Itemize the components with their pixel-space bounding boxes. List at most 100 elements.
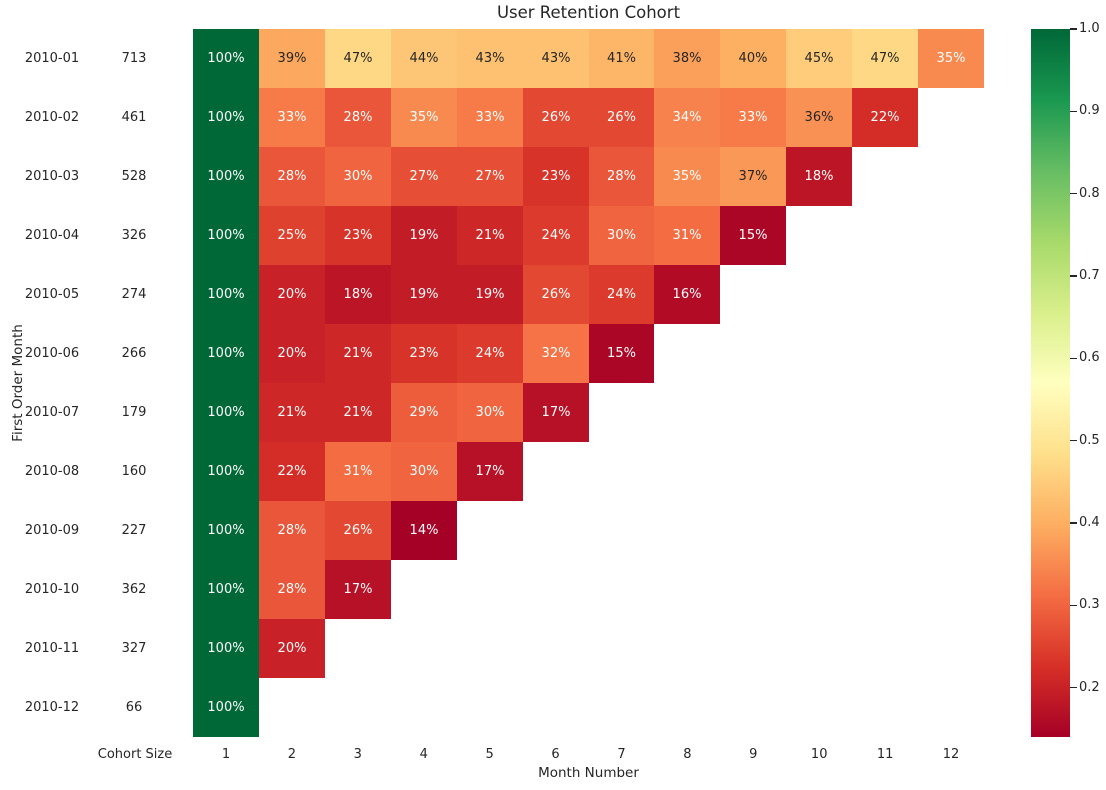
x-tick-label: 4 <box>419 747 428 762</box>
row-label: 2010-11 327 <box>0 619 193 678</box>
x-tick-label: 10 <box>810 747 828 762</box>
heatmap-cell: 28% <box>259 560 325 619</box>
row-cohort-size: 160 <box>121 464 147 479</box>
heatmap-cell: 16% <box>654 265 720 324</box>
colorbar-tick-label: 0.9 <box>1079 103 1100 119</box>
heatmap-cell: 23% <box>523 147 589 206</box>
colorbar-tick-mark <box>1070 439 1077 442</box>
heatmap-cell: 35% <box>918 29 984 88</box>
x-tick-label: 11 <box>876 747 894 762</box>
heatmap-cell: 35% <box>391 88 457 147</box>
row-label: 2010-08 160 <box>0 442 193 501</box>
heatmap-cell: 26% <box>325 501 391 560</box>
heatmap-cell: 30% <box>457 383 523 442</box>
heatmap-cell: 29% <box>391 383 457 442</box>
x-tick-label: 9 <box>749 747 758 762</box>
heatmap-cell: 26% <box>523 88 589 147</box>
row-label: 2010-09 227 <box>0 501 193 560</box>
row-label: 2010-04 326 <box>0 206 193 265</box>
heatmap-cell: 100% <box>193 383 259 442</box>
x-tick-label: 6 <box>551 747 560 762</box>
row-tick-first-order-month: 2010-11 <box>24 641 80 656</box>
colorbar-tick-mark <box>1070 522 1077 524</box>
heatmap-cell: 23% <box>391 324 457 383</box>
heatmap-cell: 100% <box>193 206 259 265</box>
colorbar-tick-label: 0.7 <box>1079 267 1100 283</box>
heatmap-cell: 19% <box>457 265 523 324</box>
row-cohort-size: 327 <box>121 641 147 656</box>
row-cohort-size: 326 <box>121 228 147 243</box>
heatmap-cell: 33% <box>259 88 325 147</box>
heatmap-cell: 28% <box>259 147 325 206</box>
colorbar-tick-label: 0.5 <box>1079 432 1100 448</box>
row-label: 2010-07 179 <box>0 383 193 442</box>
colorbar-tick-label: 0.3 <box>1079 597 1100 613</box>
colorbar-tick-label: 0.2 <box>1079 679 1100 695</box>
heatmap-cell: 27% <box>391 147 457 206</box>
heatmap-cell: 47% <box>325 29 391 88</box>
row-tick-first-order-month: 2010-12 <box>24 700 80 715</box>
heatmap-cell: 100% <box>193 619 259 678</box>
colorbar-tick-mark <box>1070 192 1077 195</box>
row-tick-first-order-month: 2010-04 <box>24 228 80 243</box>
row-cohort-size: 528 <box>121 169 147 184</box>
heatmap-cell: 33% <box>720 88 786 147</box>
heatmap-cell: 100% <box>193 324 259 383</box>
heatmap-cell: 15% <box>720 206 786 265</box>
heatmap-cell: 100% <box>193 560 259 619</box>
heatmap-cell: 25% <box>259 206 325 265</box>
heatmap-cell: 21% <box>325 383 391 442</box>
heatmap-cell: 30% <box>325 147 391 206</box>
heatmap-cell: 23% <box>325 206 391 265</box>
heatmap-cell: 22% <box>259 442 325 501</box>
x-tick-label: 7 <box>617 747 626 762</box>
heatmap-cell: 22% <box>852 88 918 147</box>
row-cohort-size: 274 <box>121 287 147 302</box>
x-tick-label: 5 <box>485 747 494 762</box>
colorbar: 1.0 0.9 0.8 0.7 0.6 0.5 0.4 0.3 0.2 <box>1031 21 1106 737</box>
row-label: 2010-01 713 <box>0 29 193 88</box>
row-cohort-size: 266 <box>121 346 147 361</box>
heatmap-cell: 26% <box>523 265 589 324</box>
heatmap-cell: 35% <box>654 147 720 206</box>
x-tick-label: 1 <box>221 747 231 762</box>
chart-title: User Retention Cohort <box>496 3 681 22</box>
colorbar-gradient <box>1031 29 1070 737</box>
heatmap-cell: 36% <box>786 88 852 147</box>
colorbar-tick-mark <box>1070 604 1077 606</box>
heatmap-cell: 100% <box>193 88 259 147</box>
heatmap-cell: 33% <box>457 88 523 147</box>
colorbar-tick-mark <box>1070 686 1077 689</box>
heatmap-cell: 17% <box>457 442 523 501</box>
heatmap-cell: 31% <box>654 206 720 265</box>
row-tick-first-order-month: 2010-08 <box>24 464 80 479</box>
heatmap-cell: 30% <box>391 442 457 501</box>
heatmap-cell: 45% <box>786 29 852 88</box>
heatmap-cell: 32% <box>523 324 589 383</box>
row-label: 2010-12 66 <box>0 678 193 737</box>
heatmap-cell: 27% <box>457 147 523 206</box>
colorbar-tick-mark <box>1070 357 1077 359</box>
row-label: 2010-02 461 <box>0 88 193 147</box>
heatmap-cell: 21% <box>457 206 523 265</box>
heatmap-cell: 28% <box>325 88 391 147</box>
heatmap-grid: 100% 39% 47% 44% 43% 43% 41% 38% 40% 45% 47% 35% 100… <box>193 29 984 737</box>
row-tick-first-order-month: 2010-02 <box>24 110 80 125</box>
row-cohort-size: 713 <box>121 51 147 66</box>
heatmap-cell: 17% <box>325 560 391 619</box>
row-label: 2010-03 528 <box>0 147 193 206</box>
heatmap-cell: 31% <box>325 442 391 501</box>
heatmap-cell: 28% <box>259 501 325 560</box>
row-label: 2010-06 266 <box>0 324 193 383</box>
row-tick-first-order-month: 2010-01 <box>24 51 80 66</box>
heatmap-cell: 24% <box>523 206 589 265</box>
row-labels-container: 2010-01 713 2010-02 461 2010-03 528 2010-04 326… <box>0 29 193 737</box>
row-cohort-size: 179 <box>121 405 147 420</box>
heatmap-cell: 40% <box>720 29 786 88</box>
heatmap-cell: 20% <box>259 324 325 383</box>
row-tick-first-order-month: 2010-05 <box>24 287 80 302</box>
row-tick-first-order-month: 2010-06 <box>24 346 80 361</box>
heatmap-cell: 24% <box>457 324 523 383</box>
heatmap-cell: 100% <box>193 442 259 501</box>
